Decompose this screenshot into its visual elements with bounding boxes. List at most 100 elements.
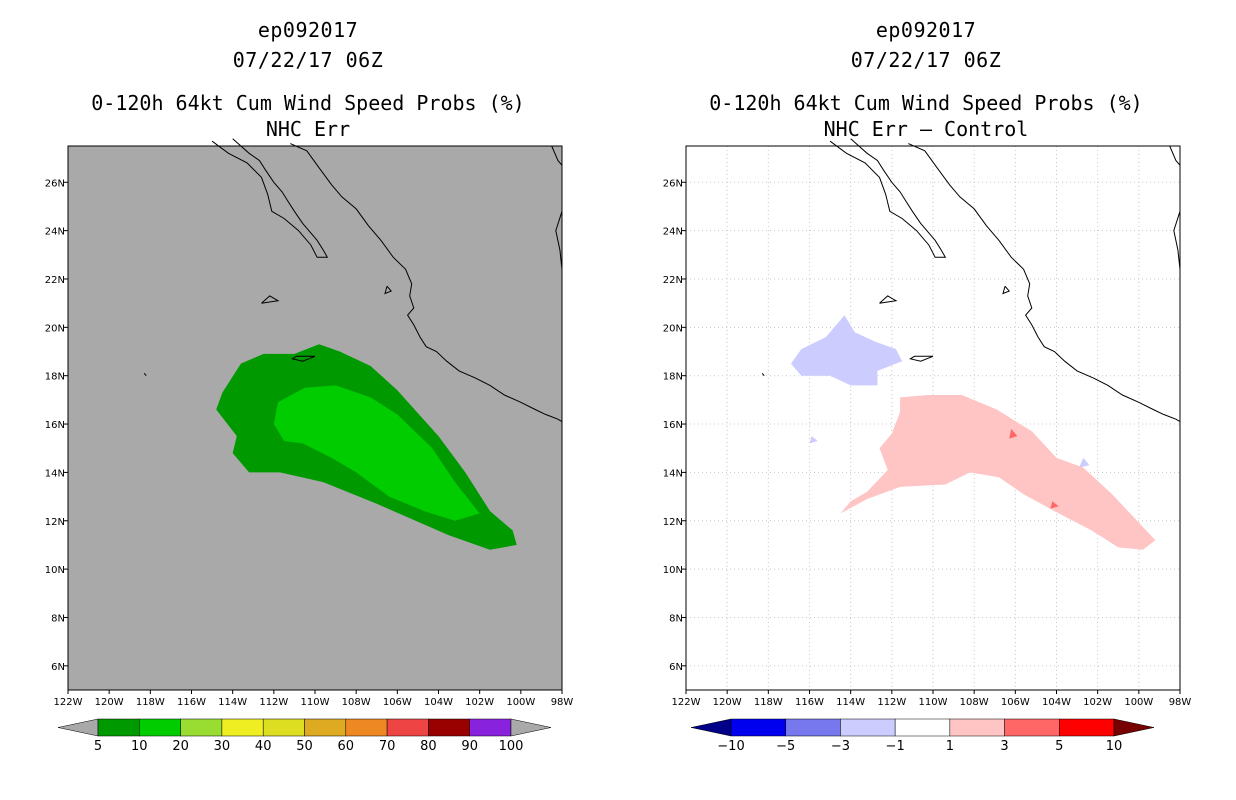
lon-tick-label: 106W <box>383 697 412 708</box>
colorbar-swatch <box>469 718 512 737</box>
colorbar-label: −3 <box>831 739 850 754</box>
colorbar-swatch <box>894 718 951 737</box>
island-outline <box>261 295 280 304</box>
island-outline <box>1002 285 1011 295</box>
lat-tick-label: 14N <box>45 468 65 479</box>
colorbar-label: 40 <box>255 739 272 754</box>
small-positive-contour <box>1009 428 1018 439</box>
coastline-segment <box>1173 211 1181 270</box>
lat-tick-label: 10N <box>45 565 65 576</box>
right-experiment-label: NHC Err – Control <box>823 117 1029 141</box>
colorbar-label: 30 <box>214 739 231 754</box>
island-outline <box>761 372 765 377</box>
colorbar-over-arrow <box>510 718 552 737</box>
left-map-panel: 122W 120W 118W 116W 114W 112W 110W 108W 106W 104W… <box>45 138 574 754</box>
left-storm-id: ep092017 <box>257 18 359 42</box>
colorbar-swatch <box>262 718 305 737</box>
right-panel-title: ep092017 07/22/17 06Z <box>656 15 1196 75</box>
left-contour-10-20- <box>273 385 480 521</box>
colorbar-swatch <box>1059 718 1115 737</box>
colorbar-label: 5 <box>94 739 102 754</box>
lon-tick-label: 108W <box>342 697 371 708</box>
lon-tick-label: 114W <box>836 697 865 708</box>
lon-tick-label: 120W <box>95 697 124 708</box>
lon-tick-label: 98W <box>551 697 574 708</box>
lat-tick-label: 18N <box>45 372 65 383</box>
colorbar-label: 10 <box>131 739 148 754</box>
right-contour--3-to-1- <box>791 315 903 386</box>
right-storm-id: ep092017 <box>875 18 977 42</box>
lat-tick-label: 20N <box>663 323 683 334</box>
colorbar-label: 90 <box>461 739 478 754</box>
lat-tick-label: 14N <box>663 468 683 479</box>
colorbar-label: 70 <box>379 739 396 754</box>
lat-tick-label: 20N <box>45 323 65 334</box>
colorbar-label: 1 <box>946 739 954 754</box>
colorbar-swatch <box>730 718 786 737</box>
lon-tick-label: 104W <box>424 697 453 708</box>
colorbar-swatch <box>97 718 140 737</box>
colorbar-over-arrow <box>1113 718 1155 737</box>
lat-tick-label: 26N <box>663 178 683 189</box>
colorbar-swatch <box>840 718 896 737</box>
right-colorbar: −10 −5 −3 −1 1 3 5 10 <box>690 718 1155 754</box>
colorbar-label: 60 <box>338 739 355 754</box>
lon-tick-label: 118W <box>754 697 783 708</box>
lat-tick-label: 6N <box>51 662 65 673</box>
colorbar-label: −10 <box>717 739 744 754</box>
colorbar-swatch <box>785 718 841 737</box>
island-outline <box>384 285 393 295</box>
lon-tick-label: 102W <box>465 697 494 708</box>
right-panel-subtitle: 0-120h 64kt Cum Wind Speed Probs (%) NHC… <box>656 90 1196 142</box>
lon-tick-label: 108W <box>960 697 989 708</box>
colorbar-label: 10 <box>1106 739 1123 754</box>
colorbar-label: 3 <box>1000 739 1008 754</box>
lon-tick-label: 102W <box>1083 697 1112 708</box>
lat-tick-label: 24N <box>45 227 65 238</box>
colorbar-swatch <box>180 718 223 737</box>
lon-tick-label: 116W <box>177 697 206 708</box>
lon-tick-label: 112W <box>259 697 288 708</box>
island-outline <box>143 372 147 377</box>
lat-tick-label: 8N <box>669 613 683 624</box>
colorbar-swatch <box>1004 718 1060 737</box>
lon-tick-label: 110W <box>919 697 948 708</box>
left-experiment-label: NHC Err <box>265 117 351 141</box>
island-outline <box>909 355 934 362</box>
lat-tick-label: 6N <box>669 662 683 673</box>
lon-tick-label: 122W <box>672 697 701 708</box>
lat-tick-label: 18N <box>663 372 683 383</box>
lat-tick-label: 12N <box>663 517 683 528</box>
coastline-segment <box>211 138 329 258</box>
lat-tick-label: 16N <box>45 420 65 431</box>
colorbar-label: 80 <box>420 739 437 754</box>
lon-tick-label: 104W <box>1042 697 1071 708</box>
island-outline <box>879 295 898 304</box>
lon-tick-label: 118W <box>136 697 165 708</box>
lon-tick-label: 100W <box>1124 697 1153 708</box>
lat-tick-label: 16N <box>663 420 683 431</box>
colorbar-swatch <box>949 718 1005 737</box>
small-positive-contour <box>1050 501 1059 509</box>
lat-tick-label: 24N <box>663 227 683 238</box>
lon-tick-label: 100W <box>506 697 535 708</box>
left-coastline <box>143 138 563 423</box>
right-datetime: 07/22/17 06Z <box>850 48 1002 72</box>
colorbar-under-arrow <box>690 718 732 737</box>
lat-tick-label: 22N <box>663 275 683 286</box>
colorbar-swatch <box>221 718 264 737</box>
coastline-segment <box>551 145 563 166</box>
left-product-title: 0-120h 64kt Cum Wind Speed Probs (%) <box>91 91 525 115</box>
colorbar-label: 20 <box>172 739 189 754</box>
lon-tick-label: 112W <box>877 697 906 708</box>
small-negative-contour <box>809 436 818 444</box>
lat-tick-label: 12N <box>45 517 65 528</box>
lon-tick-label: 98W <box>1169 697 1192 708</box>
lon-tick-label: 122W <box>54 697 83 708</box>
lon-tick-label: 116W <box>795 697 824 708</box>
right-coastline <box>761 138 1181 423</box>
coastline-segment <box>829 138 947 258</box>
colorbar-label: 5 <box>1055 739 1063 754</box>
colorbar-swatch <box>386 718 429 737</box>
